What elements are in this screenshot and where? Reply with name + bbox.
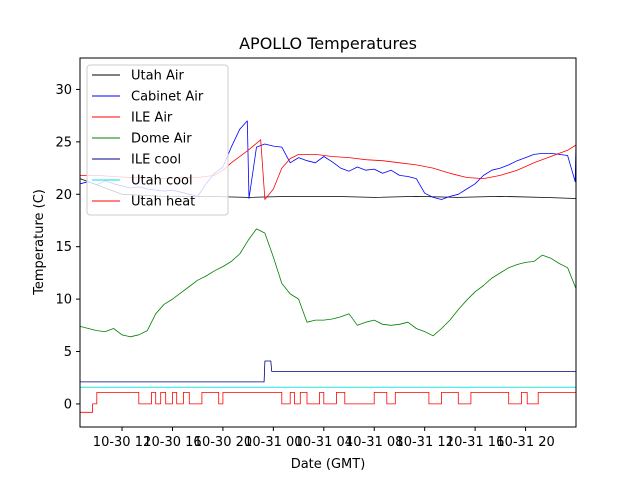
series-line-utah-heat bbox=[80, 391, 576, 413]
y-tick-label: 25 bbox=[55, 135, 72, 150]
x-tick-label: 10-30 20 bbox=[194, 435, 252, 450]
legend-entry: ILE cool bbox=[131, 153, 181, 168]
y-tick-label: 0 bbox=[64, 397, 72, 412]
x-tick-label: 10-30 12 bbox=[93, 435, 151, 450]
x-tick-label: 10-31 00 bbox=[244, 435, 302, 450]
x-tick-label: 10-31 12 bbox=[395, 435, 453, 450]
x-tick-label: 10-31 16 bbox=[446, 435, 504, 450]
y-tick-label: 30 bbox=[55, 83, 72, 98]
legend-box bbox=[86, 64, 229, 216]
y-axis-label: Temperature (C) bbox=[32, 189, 47, 296]
legend: Utah Air Cabinet Air ILE Air Dome Air ILE co… bbox=[86, 64, 229, 216]
axes-frame bbox=[79, 57, 577, 428]
series-line-dome-air bbox=[80, 228, 576, 338]
legend-entry: Utah cool bbox=[131, 174, 193, 189]
legend-entry: Utah heat bbox=[131, 195, 195, 210]
legend-entry: Cabinet Air bbox=[131, 90, 204, 105]
x-tick-label: 10-31 04 bbox=[295, 435, 353, 450]
chart-title: APOLLO Temperatures bbox=[239, 34, 417, 53]
legend-entry: Utah Air bbox=[131, 69, 184, 84]
x-tick-label: 10-31 20 bbox=[496, 435, 554, 450]
x-tick-label: 10-30 16 bbox=[143, 435, 201, 450]
y-tick-label: 20 bbox=[55, 188, 72, 203]
x-axis-label: Date (GMT) bbox=[291, 457, 366, 472]
legend-entry: Dome Air bbox=[131, 132, 192, 147]
x-tick-label: 10-31 08 bbox=[345, 435, 403, 450]
y-tick-label: 5 bbox=[64, 345, 72, 360]
legend-entry: ILE Air bbox=[131, 111, 173, 126]
y-tick-label: 15 bbox=[55, 240, 72, 255]
y-tick-label: 10 bbox=[55, 293, 72, 308]
series-line-ile-cool bbox=[80, 360, 576, 383]
